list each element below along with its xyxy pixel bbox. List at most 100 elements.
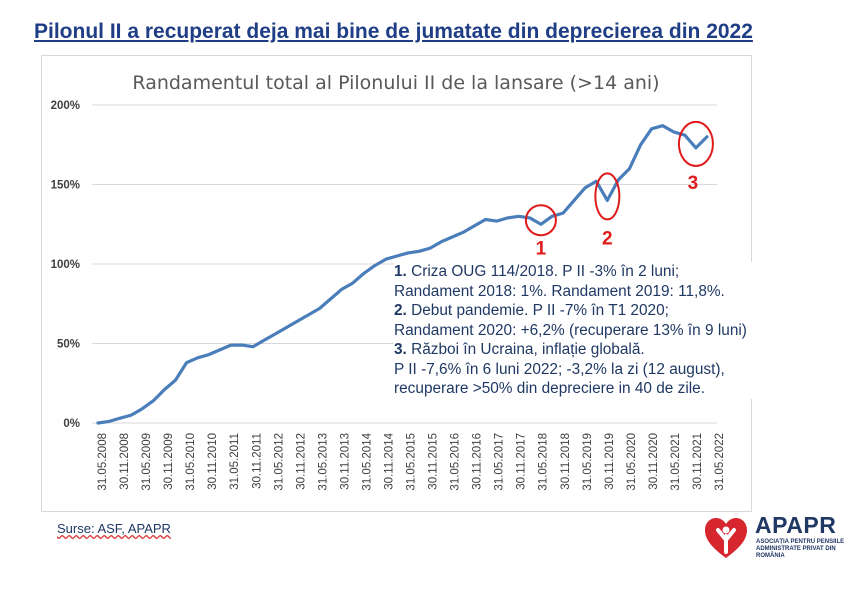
data-point	[396, 255, 398, 257]
x-tick-label: 31.05.2008	[97, 433, 109, 491]
x-tick-label: 30.11.2012	[295, 433, 307, 490]
x-tick-label: 31.05.2018	[538, 433, 550, 491]
event-marker-circle	[594, 172, 621, 221]
data-point	[285, 326, 288, 329]
annotation-2-text: Debut pandemie. P II -7% în T1 2020;	[411, 302, 669, 319]
x-tick-label: 30.11.2016	[472, 433, 484, 490]
data-point	[639, 143, 642, 146]
data-point	[407, 252, 409, 254]
data-point	[307, 314, 310, 316]
annotation-3-number: 3.	[394, 341, 407, 358]
event-marker-label: 2	[602, 228, 613, 249]
data-point	[484, 218, 487, 221]
x-tick-label: 30.11.2008	[119, 433, 131, 490]
data-point	[562, 212, 564, 214]
data-point	[385, 258, 387, 261]
source-note: Surse: ASF, APAPR	[57, 521, 171, 536]
annotation-2-line-2: Randament 2020: +6,2% (recuperare 13% în…	[394, 321, 747, 339]
data-point	[185, 361, 188, 364]
data-point	[706, 136, 708, 138]
data-point	[274, 333, 276, 335]
data-point	[462, 231, 465, 233]
x-tick-label: 31.05.2011	[229, 433, 241, 490]
data-point	[196, 357, 199, 359]
heart-logo-icon	[705, 518, 747, 558]
data-point	[108, 420, 110, 423]
annotation-box: 1. Criza OUG 114/2018. P II -3% în 2 lun…	[394, 262, 854, 399]
y-tick-label: 50%	[57, 339, 80, 351]
annotation-2-line-1: 2. Debut pandemie. P II -7% în T1 2020;	[394, 301, 854, 321]
data-point	[97, 422, 99, 424]
annotation-1-line-1: 1. Criza OUG 114/2018. P II -3% în 2 lun…	[394, 262, 854, 282]
annotation-1-number: 1.	[394, 263, 407, 280]
annotation-3-text: Război în Ucraina, inflație globală.	[411, 341, 645, 358]
data-point	[573, 199, 575, 202]
data-point	[506, 217, 509, 219]
chart-title: Randamentul total al Pilonului II de la …	[132, 72, 659, 94]
data-point	[617, 178, 620, 181]
x-tick-label: 31.05.2009	[141, 433, 153, 491]
data-point	[207, 353, 210, 356]
x-tick-label: 30.11.2021	[692, 433, 704, 490]
data-point	[661, 124, 664, 127]
data-point	[595, 180, 598, 183]
x-tick-label: 31.05.2010	[185, 433, 197, 491]
x-tick-label: 30.11.2019	[604, 433, 616, 490]
x-tick-label: 31.05.2019	[582, 433, 594, 491]
data-point	[351, 282, 354, 284]
x-tick-label: 31.05.2020	[626, 433, 638, 491]
data-point	[219, 349, 221, 351]
x-tick-label: 31.05.2021	[670, 433, 682, 491]
annotation-3-line-2: P II -7,6% în 6 luni 2022; -3,2% la zi (…	[394, 360, 725, 378]
y-tick-label: 200%	[51, 100, 80, 112]
y-tick-label: 0%	[63, 418, 80, 430]
data-point	[296, 320, 299, 323]
logo-name: APAPR	[755, 512, 837, 538]
data-point	[318, 307, 321, 310]
data-point	[473, 225, 476, 227]
data-point	[130, 414, 133, 416]
x-tick-label: 30.11.2014	[383, 432, 395, 489]
event-marker-label: 1	[536, 238, 547, 259]
data-point	[451, 236, 454, 238]
x-tick-label: 30.11.2009	[163, 433, 175, 490]
data-point	[517, 215, 520, 218]
x-tick-label: 30.11.2020	[648, 433, 660, 490]
data-point	[540, 223, 542, 226]
data-point	[529, 217, 531, 219]
data-point	[695, 147, 697, 149]
y-tick-label: 150%	[51, 180, 80, 192]
data-point	[495, 220, 498, 222]
data-point	[263, 339, 265, 342]
x-tick-label: 31.05.2016	[450, 433, 462, 491]
data-point	[163, 388, 166, 391]
data-point	[584, 186, 586, 189]
annotation-3-line-1: 3. Război în Ucraina, inflație globală.	[394, 340, 854, 360]
annotation-3-line-3: recuperare >50% din depreciere in 40 de …	[394, 380, 705, 397]
annotation-2-number: 2.	[394, 302, 407, 319]
data-point	[230, 344, 232, 346]
apapr-logo: APAPR ASOCIAȚIA PENTRU PENSIILE ADMINIST…	[703, 512, 844, 582]
x-tick-label: 31.05.2015	[406, 433, 418, 491]
data-point	[429, 247, 431, 249]
event-marker-label: 3	[688, 173, 699, 194]
data-point	[119, 417, 121, 420]
data-point	[141, 407, 144, 410]
series-line	[96, 124, 709, 425]
return-line-chart: Randamentul total al Pilonului II de la …	[51, 72, 726, 491]
event-marker-circle	[677, 120, 714, 167]
x-tick-label: 31.05.2014	[361, 432, 373, 490]
data-point	[340, 288, 343, 291]
x-tick-label: 30.11.2018	[560, 433, 572, 490]
data-point	[362, 272, 365, 275]
x-tick-label: 30.11.2013	[339, 433, 351, 490]
data-point	[329, 298, 332, 300]
data-point	[672, 131, 675, 133]
x-tick-label: 31.05.2017	[494, 433, 506, 491]
data-point	[418, 250, 420, 253]
data-point	[374, 264, 376, 267]
x-tick-label: 30.11.2010	[207, 433, 219, 490]
data-point	[241, 344, 243, 346]
x-tick-label: 31.05.2012	[273, 433, 285, 491]
x-tick-label: 31.05.2013	[317, 433, 329, 491]
